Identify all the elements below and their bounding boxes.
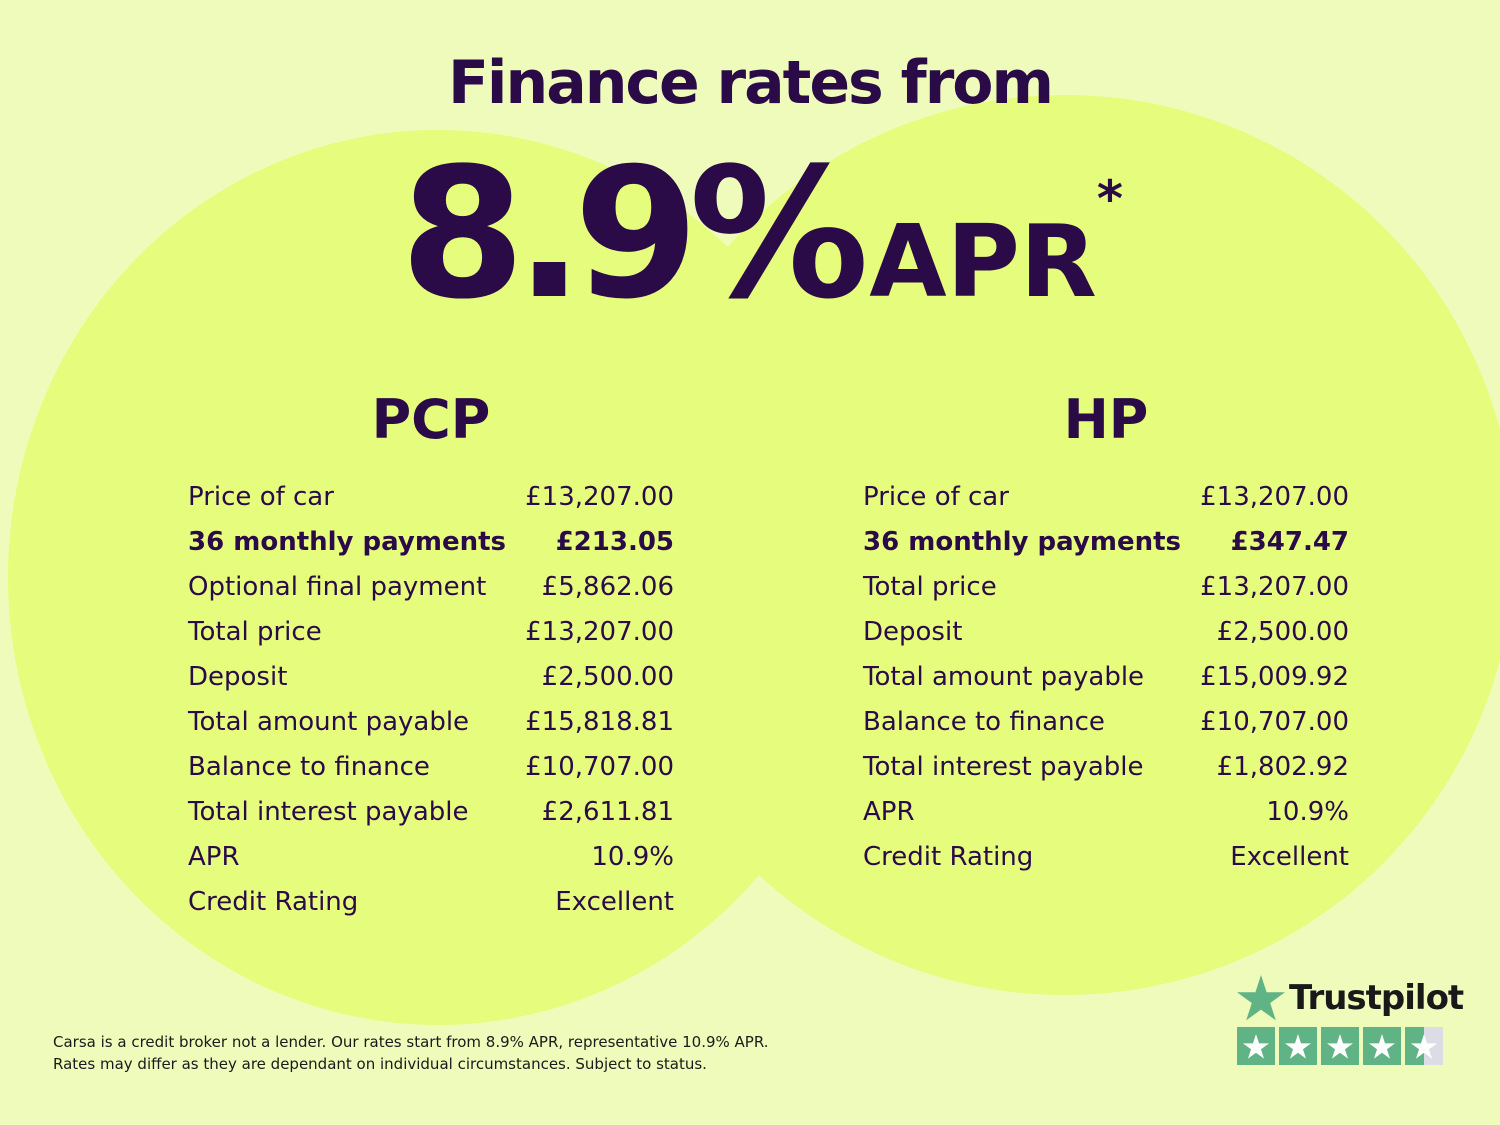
row-label: 36 monthly payments — [863, 527, 1181, 557]
star-icon — [1237, 975, 1285, 1021]
row-label: Total interest payable — [188, 797, 469, 827]
table-row: Deposit £2,500.00 — [863, 610, 1349, 655]
row-label: Credit Rating — [188, 887, 359, 917]
row-label: Price of car — [188, 482, 334, 512]
row-value: 10.9% — [1266, 797, 1349, 827]
table-row: Deposit £2,500.00 — [188, 655, 674, 700]
row-value: £13,207.00 — [1200, 572, 1349, 602]
row-label: APR — [863, 797, 915, 827]
row-label: Price of car — [863, 482, 1009, 512]
rate-unit: APR — [869, 203, 1097, 320]
hp-title: HP — [1063, 388, 1149, 451]
row-value: £13,207.00 — [1200, 482, 1349, 512]
table-row: Credit Rating Excellent — [863, 835, 1349, 880]
rating-star-icon — [1321, 1027, 1359, 1065]
row-label: Balance to finance — [863, 707, 1105, 737]
row-label: Balance to finance — [188, 752, 430, 782]
disclaimer-line: Carsa is a credit broker not a lender. O… — [53, 1033, 769, 1051]
table-row: Optional final payment £5,862.06 — [188, 565, 674, 610]
row-value: £15,818.81 — [525, 707, 674, 737]
row-value: £5,862.06 — [541, 572, 674, 602]
row-label: 36 monthly payments — [188, 527, 506, 557]
row-value: £15,009.92 — [1200, 662, 1349, 692]
table-row: Total interest payable £1,802.92 — [863, 745, 1349, 790]
trustpilot-logo: Trustpilot — [1237, 975, 1464, 1021]
rating-star-icon — [1405, 1027, 1443, 1065]
background-circle-right — [615, 95, 1500, 995]
row-label: Total amount payable — [188, 707, 470, 737]
table-row: Credit Rating Excellent — [188, 880, 674, 925]
row-value: £213.05 — [555, 527, 674, 557]
table-row: 36 monthly payments £213.05 — [188, 520, 674, 565]
row-value: £2,500.00 — [1216, 617, 1349, 647]
row-value: £10,707.00 — [1200, 707, 1349, 737]
row-value: £1,802.92 — [1216, 752, 1349, 782]
table-row: APR 10.9% — [863, 790, 1349, 835]
row-label: Total price — [863, 572, 997, 602]
table-row: 36 monthly payments £347.47 — [863, 520, 1349, 565]
row-value: £347.47 — [1230, 527, 1349, 557]
row-value: £10,707.00 — [525, 752, 674, 782]
disclaimer: Carsa is a credit broker not a lender. O… — [53, 1031, 769, 1075]
row-value: Excellent — [555, 887, 674, 917]
table-row: Total amount payable £15,009.92 — [863, 655, 1349, 700]
table-row: Balance to finance £10,707.00 — [863, 700, 1349, 745]
rating-star-icon — [1279, 1027, 1317, 1065]
row-label: APR — [188, 842, 240, 872]
table-row: APR 10.9% — [188, 835, 674, 880]
row-label: Deposit — [863, 617, 963, 647]
row-label: Total price — [188, 617, 322, 647]
row-label: Optional final payment — [188, 572, 487, 602]
table-row: Price of car £13,207.00 — [188, 475, 674, 520]
rating-star-icon — [1363, 1027, 1401, 1065]
row-label: Total interest payable — [863, 752, 1144, 782]
row-value: Excellent — [1230, 842, 1349, 872]
hp-table: HP Price of car £13,207.00 36 monthly paym… — [863, 385, 1349, 880]
disclaimer-line: Rates may differ as they are dependant o… — [53, 1055, 707, 1073]
rating-star-icon — [1237, 1027, 1275, 1065]
row-label: Total amount payable — [863, 662, 1145, 692]
row-value: £2,611.81 — [541, 797, 674, 827]
row-value: £2,500.00 — [541, 662, 674, 692]
table-row: Price of car £13,207.00 — [863, 475, 1349, 520]
rate-display: 8.9% APR* — [400, 130, 1123, 339]
table-row: Balance to finance £10,707.00 — [188, 745, 674, 790]
table-row: Total amount payable £15,818.81 — [188, 700, 674, 745]
trustpilot-name: Trustpilot — [1289, 978, 1464, 1018]
table-row: Total interest payable £2,611.81 — [188, 790, 674, 835]
pcp-title: PCP — [371, 388, 491, 451]
row-value: £13,207.00 — [525, 617, 674, 647]
pcp-table: PCP Price of car £13,207.00 36 monthly pay… — [188, 385, 674, 925]
row-value: £13,207.00 — [525, 482, 674, 512]
row-label: Deposit — [188, 662, 288, 692]
trustpilot-rating — [1237, 1027, 1463, 1065]
rate-footnote-mark: * — [1096, 170, 1124, 228]
trustpilot-badge: Trustpilot — [1237, 975, 1464, 1065]
table-row: Total price £13,207.00 — [863, 565, 1349, 610]
row-value: 10.9% — [591, 842, 674, 872]
headline: Finance rates from — [447, 48, 1054, 118]
table-row: Total price £13,207.00 — [188, 610, 674, 655]
rate-value: 8.9% — [400, 130, 869, 339]
row-label: Credit Rating — [863, 842, 1034, 872]
